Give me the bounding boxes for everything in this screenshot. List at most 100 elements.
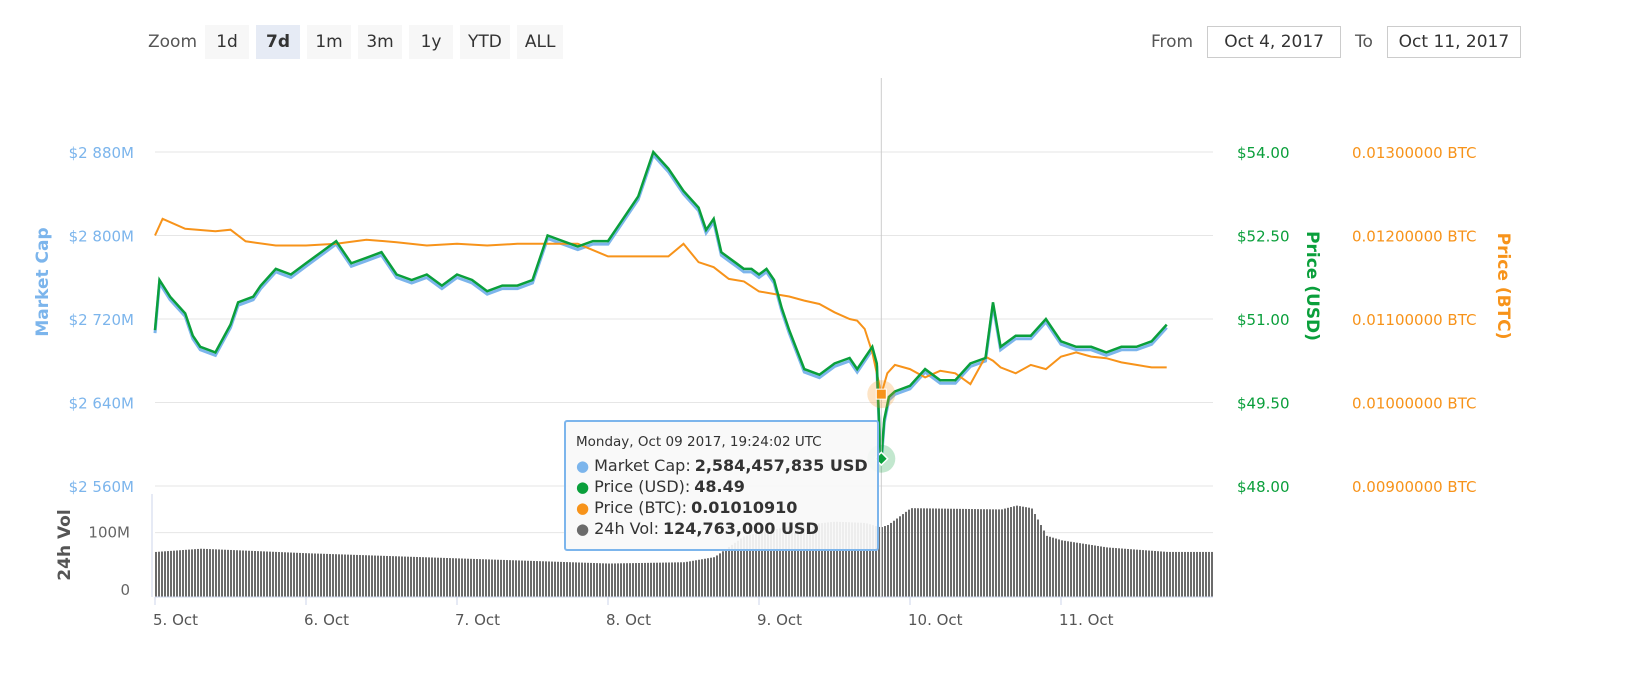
volume-bar — [488, 559, 490, 597]
volume-bar — [434, 557, 436, 597]
volume-bar — [941, 508, 943, 597]
volume-bar — [1187, 551, 1189, 597]
volume-bar — [1106, 547, 1108, 597]
volume-bar — [1118, 548, 1120, 597]
from-date-input[interactable] — [1207, 26, 1342, 58]
volume-bar — [170, 550, 172, 597]
volume-bar — [1019, 506, 1021, 597]
price-usd-tick-label: $52.50 — [1237, 228, 1290, 246]
volume-bar — [530, 560, 532, 597]
price-btc-tick-label: 0.01100000 BTC — [1352, 311, 1476, 329]
volume-bar — [614, 563, 616, 597]
volume-bar — [272, 551, 274, 597]
volume-bar — [455, 558, 457, 597]
volume-bar — [764, 531, 766, 597]
volume-bar — [695, 560, 697, 597]
volume-bar — [638, 563, 640, 597]
volume-dot-icon: ● — [576, 519, 590, 538]
volume-bar — [182, 550, 184, 597]
market-cap-tick-label: $2 560M — [69, 478, 134, 496]
volume-bar — [920, 508, 922, 597]
volume-bar — [629, 563, 631, 597]
volume-bar — [293, 552, 295, 597]
zoom-3m-button[interactable]: 3m — [358, 25, 403, 59]
volume-bar — [905, 511, 907, 597]
volume-bar — [251, 550, 253, 597]
volume-bar — [653, 562, 655, 597]
volume-bar — [608, 563, 610, 597]
volume-bar — [1166, 551, 1168, 597]
volume-bar — [209, 549, 211, 597]
zoom-1d-button[interactable]: 1d — [205, 25, 250, 59]
zoom-all-button[interactable]: ALL — [516, 25, 564, 59]
zoom-1y-button[interactable]: 1y — [409, 25, 454, 59]
volume-bar — [725, 549, 727, 597]
tooltip-value: 48.49 — [694, 477, 745, 496]
zoom-ytd-button[interactable]: YTD — [460, 25, 510, 59]
volume-bar — [794, 525, 796, 597]
volume-bar — [893, 520, 895, 597]
tooltip-row-volume: ● 24h Vol: 124,763,000 USD — [576, 518, 867, 539]
volume-bar — [971, 509, 973, 597]
volume-tick-label: 0 — [120, 581, 130, 599]
volume-bar — [386, 555, 388, 597]
volume-bar — [875, 526, 877, 597]
volume-bar — [1133, 549, 1135, 597]
volume-bar — [989, 509, 991, 597]
volume-bar — [437, 557, 439, 597]
volume-bar — [269, 551, 271, 597]
volume-bar — [188, 549, 190, 597]
volume-bar — [356, 554, 358, 597]
volume-bar — [830, 522, 832, 597]
volume-tick-label: 100M — [88, 524, 130, 542]
volume-bar — [1124, 548, 1126, 597]
volume-bar — [668, 562, 670, 597]
volume-bar — [1196, 551, 1198, 597]
volume-bar — [212, 549, 214, 597]
volume-bar — [416, 556, 418, 597]
volume-bar — [1112, 547, 1114, 597]
date-range-to: To — [1355, 24, 1521, 60]
volume-bar — [833, 521, 835, 597]
to-date-input[interactable] — [1386, 26, 1521, 58]
volume-bar — [899, 516, 901, 597]
volume-bar — [1049, 536, 1051, 597]
volume-bar — [767, 530, 769, 597]
volume-bar — [779, 528, 781, 597]
volume-bar — [353, 554, 355, 597]
from-label: From — [1151, 32, 1194, 52]
volume-bar — [755, 533, 757, 597]
volume-bar — [1100, 546, 1102, 597]
volume-bar — [260, 551, 262, 597]
x-tick-label: 6. Oct — [304, 611, 349, 629]
volume-bar — [812, 523, 814, 597]
volume-bar — [968, 508, 970, 597]
volume-bar — [575, 562, 577, 597]
volume-bar — [407, 556, 409, 597]
volume-bar — [512, 560, 514, 597]
tooltip-label: 24h Vol: — [594, 519, 660, 538]
zoom-label: Zoom — [148, 32, 198, 52]
volume-bar — [953, 508, 955, 597]
volume-bar — [377, 555, 379, 597]
volume-bar — [449, 558, 451, 597]
volume-bar — [1076, 542, 1078, 597]
volume-bar — [683, 562, 685, 597]
volume-bar — [482, 559, 484, 597]
zoom-1m-button[interactable]: 1m — [307, 25, 352, 59]
volume-bar — [329, 554, 331, 597]
volume-bar — [857, 522, 859, 597]
price-btc-tick-label: 0.01000000 BTC — [1352, 395, 1476, 413]
volume-bar — [467, 558, 469, 597]
volume-bar — [446, 557, 448, 597]
tooltip-row-price-usd: ● Price (USD): 48.49 — [576, 476, 867, 497]
volume-bar — [1004, 508, 1006, 597]
volume-bar — [773, 529, 775, 597]
volume-bar — [1175, 551, 1177, 597]
volume-bar — [887, 525, 889, 597]
volume-bar — [320, 553, 322, 597]
price-btc-axis-title: Price (BTC) — [1493, 233, 1513, 340]
volume-bar — [398, 556, 400, 597]
zoom-7d-button[interactable]: 7d — [256, 25, 301, 59]
volume-bar — [383, 555, 385, 597]
